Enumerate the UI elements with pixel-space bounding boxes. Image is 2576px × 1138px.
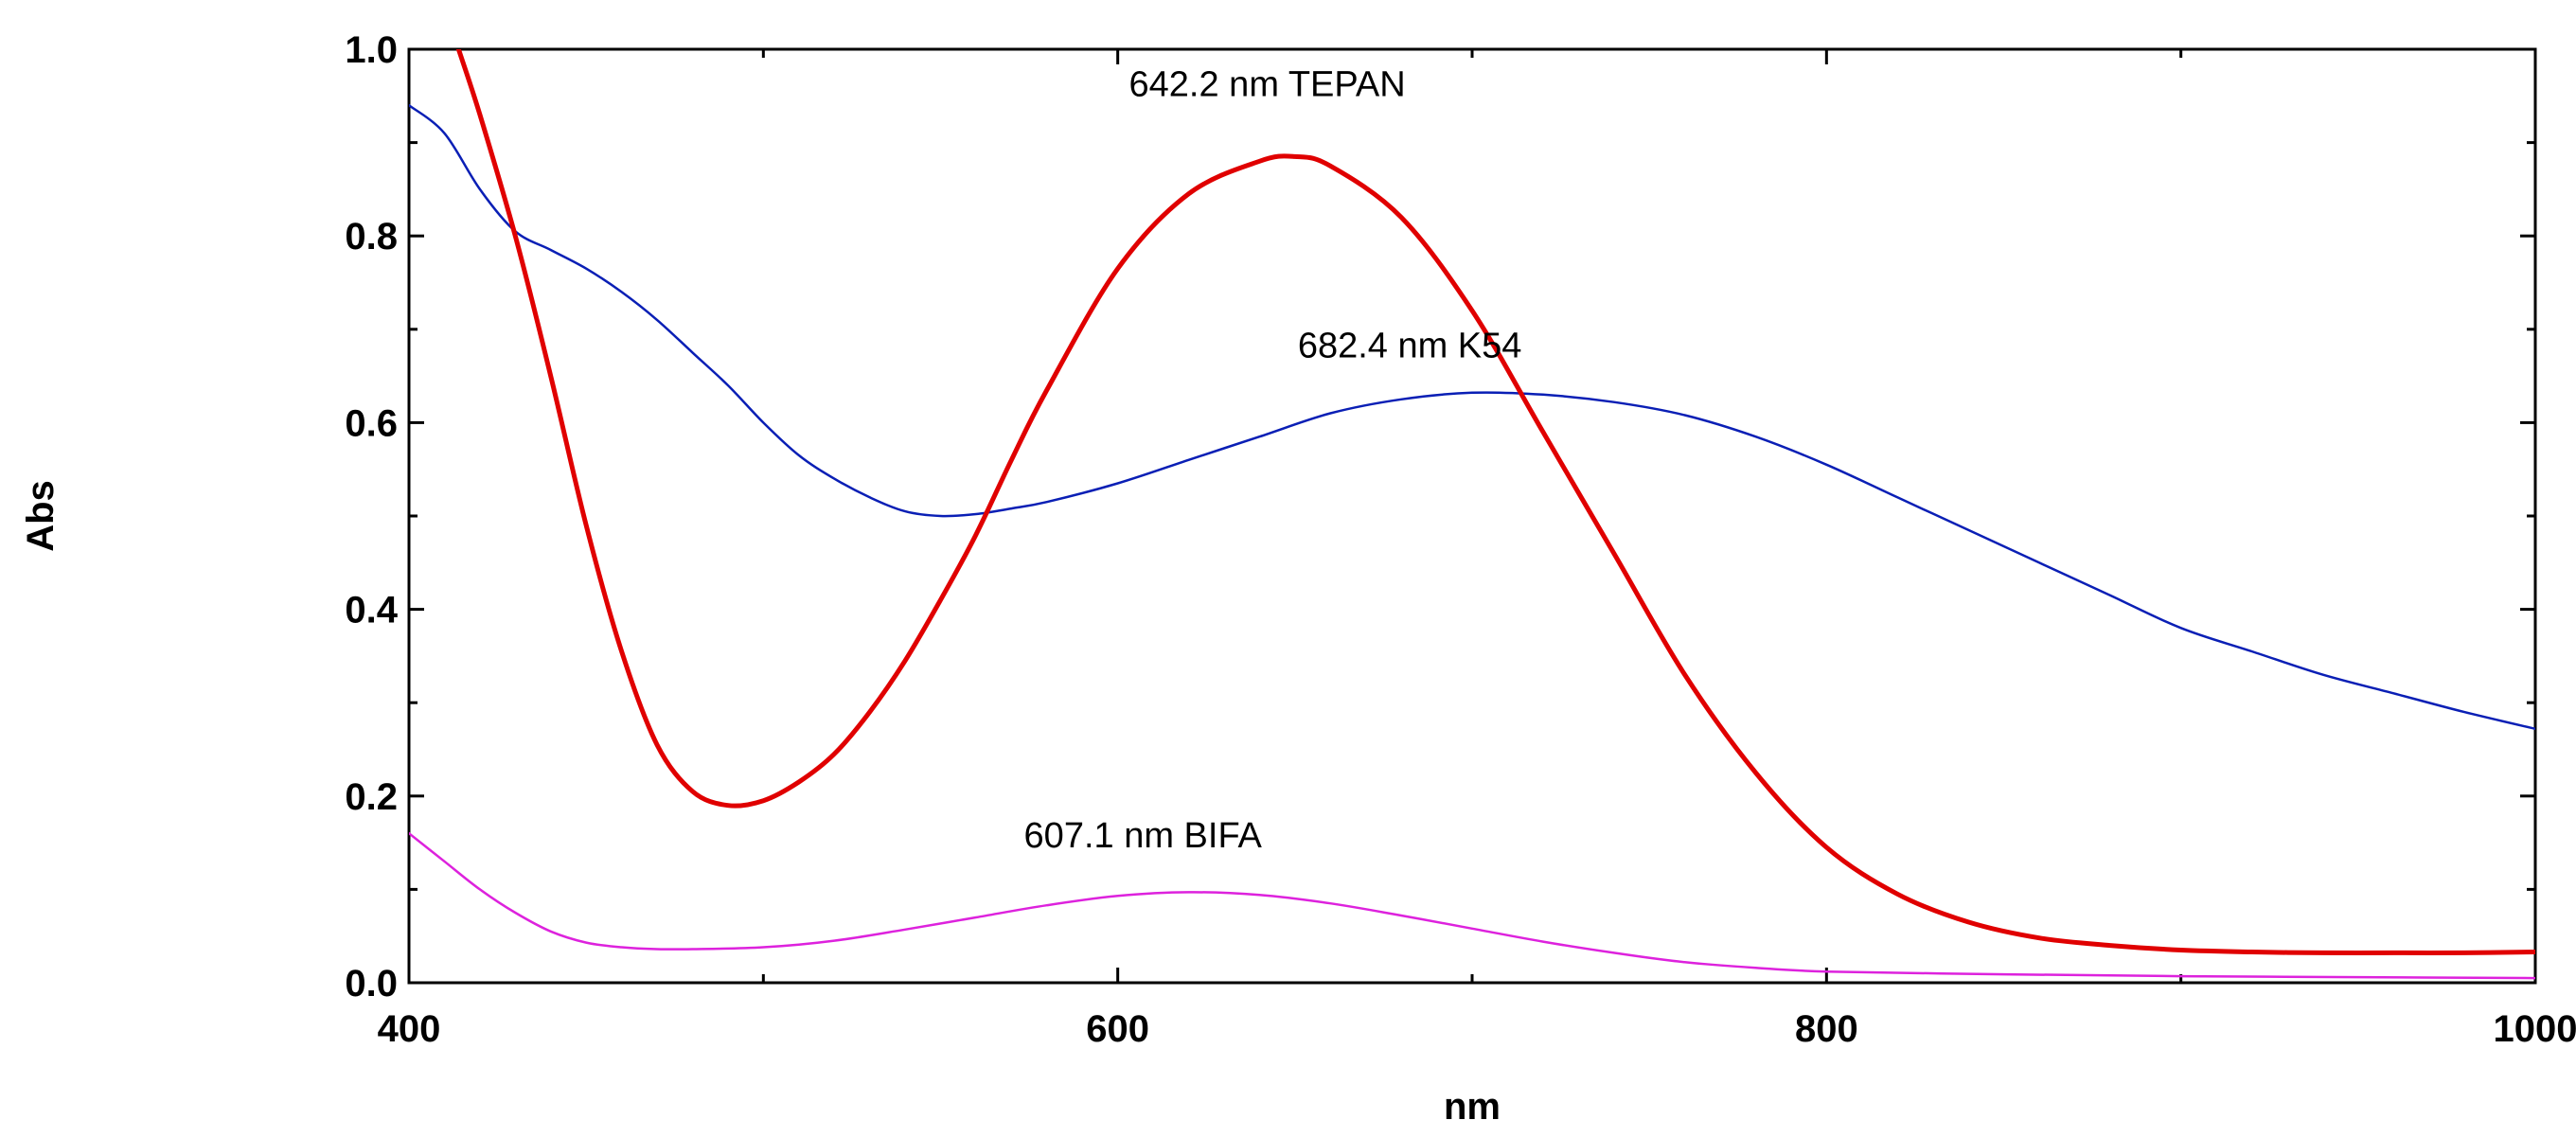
peak-annotation: 682.4 nm K54 — [1298, 326, 1522, 365]
x-tick-label: 1000 — [2494, 1008, 2576, 1050]
y-tick-label: 0.2 — [345, 776, 398, 818]
x-tick-label: 600 — [1086, 1008, 1149, 1050]
x-tick-label: 400 — [378, 1008, 441, 1050]
y-tick-label: 0.6 — [345, 402, 398, 444]
ticks-layer — [409, 49, 2535, 983]
y-tick-label: 0.8 — [345, 216, 398, 258]
peak-annotation: 642.2 nm TEPAN — [1129, 64, 1406, 104]
y-tick-label: 0.4 — [345, 590, 398, 631]
x-axis-title: nm — [1444, 1086, 1501, 1128]
x-tick-label: 800 — [1795, 1008, 1858, 1050]
labels-layer: 400 600 800 1000 0.0 0.2 0.4 0.6 0.8 1.0 642.2 nm … — [345, 29, 2576, 1050]
series-line-k54 — [409, 103, 2535, 731]
y-tick-label: 0.0 — [345, 963, 398, 1005]
series-line-bifa — [409, 831, 2535, 980]
peak-annotation: 607.1 nm BIFA — [1024, 816, 1263, 856]
plot-frame — [407, 47, 2537, 985]
series-line-tepan — [455, 49, 2535, 955]
series-layer — [409, 49, 2535, 980]
y-axis-title: Abs — [20, 480, 62, 552]
y-tick-label: 1.0 — [345, 29, 398, 71]
